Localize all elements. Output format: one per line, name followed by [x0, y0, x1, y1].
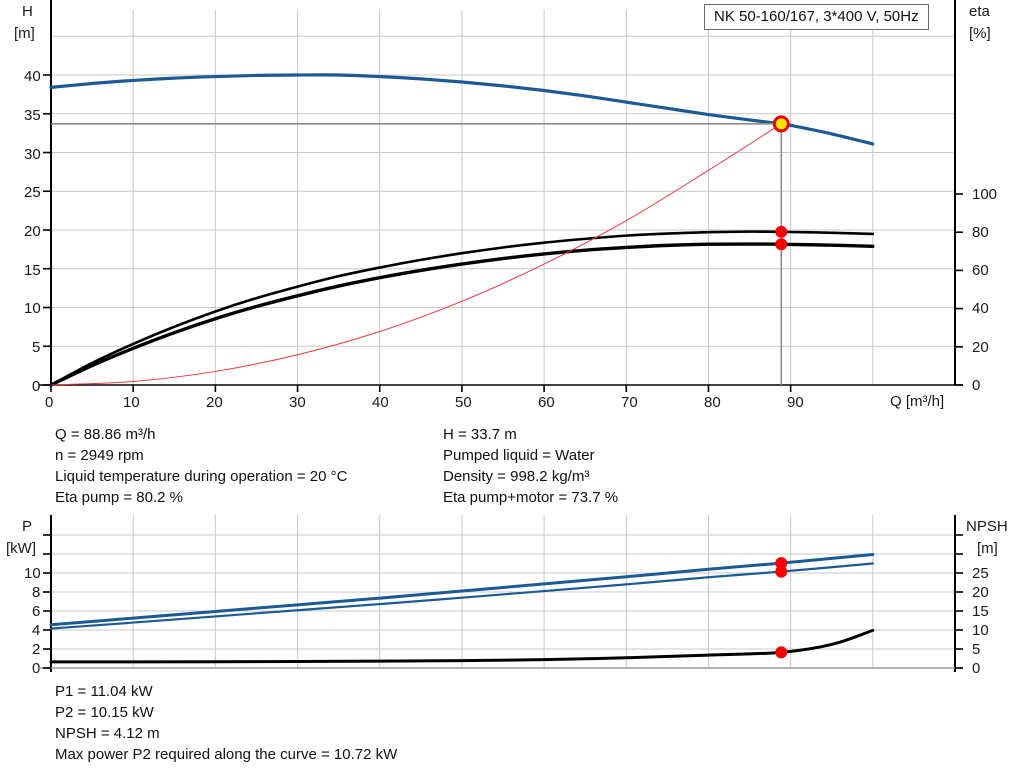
eta-tick-20: 20 [972, 339, 989, 356]
npsh-tick-15: 15 [972, 603, 989, 620]
flow-axis-title: Q [m³/h] [890, 393, 945, 410]
head-tick-0: 0 [32, 378, 41, 395]
head-eta-plot [39, 0, 963, 392]
curve-efficiency-pump-motor [49, 242, 875, 387]
duty-info-left-row: n = 2949 rpm [55, 447, 144, 464]
curve-p2 [49, 562, 874, 630]
npsh-tick-0: 0 [972, 660, 981, 677]
p2-duty-point-marker[interactable] [775, 565, 788, 578]
duty-info-right-row: Density = 998.2 kg/m³ [443, 468, 590, 485]
eta-tick-60: 60 [972, 262, 989, 279]
eta-pump-point-marker[interactable] [775, 225, 788, 238]
flow-tick-10: 10 [123, 394, 140, 411]
head-axis-title-line2: [m] [14, 25, 35, 42]
curve-efficiency-pump-eta- [49, 230, 875, 387]
flow-tick-30: 30 [289, 394, 306, 411]
power-npsh-plot [39, 515, 963, 672]
head-eta-chart: H [m] eta [%] Q [m³/h] 40 35 30 25 20 15… [14, 0, 998, 411]
flow-tick-50: 50 [455, 394, 472, 411]
npsh-tick-20: 20 [972, 584, 989, 601]
duty-info-right: H = 33.7 m Pumped liquid = Water Density… [443, 424, 618, 508]
flow-tick-60: 60 [538, 394, 555, 411]
eta-axis-title-line2: [%] [969, 25, 991, 42]
npsh-duty-point-marker[interactable] [775, 646, 788, 659]
head-tick-10: 10 [24, 300, 41, 317]
flow-tick-70: 70 [621, 394, 638, 411]
head-tick-15: 15 [24, 262, 41, 279]
power-npsh-chart: P [kW] NPSH [m] 10 8 6 4 2 0 25 20 15 10… [0, 515, 1024, 680]
head-tick-5: 5 [32, 339, 41, 356]
power-info: P1 = 11.04 kW P2 = 10.15 kW NPSH = 4.12 … [55, 681, 397, 765]
flow-tick-80: 80 [704, 394, 721, 411]
duty-info-right-row: Eta pump+motor = 73.7 % [443, 489, 619, 506]
head-axis-title-line1: H [22, 3, 33, 20]
flow-tick-90: 90 [787, 394, 804, 411]
duty-info-left-row: Eta pump = 80.2 % [55, 489, 183, 506]
curve-p1 [49, 552, 875, 627]
eta-tick-0: 0 [972, 377, 981, 394]
power-info-row: P2 = 10.15 kW [55, 704, 154, 721]
head-tick-25: 25 [24, 184, 41, 201]
power-tick-2: 2 [32, 641, 41, 658]
npsh-axis-title-line1: NPSH [966, 518, 1008, 535]
power-tick-4: 4 [32, 622, 41, 639]
p1-duty-point-marker[interactable] [775, 557, 788, 570]
head-tick-40: 40 [24, 68, 41, 85]
duty-info-left-row: Liquid temperature during operation = 20… [55, 468, 348, 485]
duty-point-marker[interactable] [772, 115, 790, 133]
power-tick-8: 8 [32, 584, 41, 601]
curve-head-167-mm-impeller- [49, 73, 875, 146]
npsh-axis-title-line2: [m] [977, 540, 998, 557]
flow-tick-20: 20 [206, 394, 223, 411]
pump-model-title: NK 50-160/167, 3*400 V, 50Hz [704, 4, 929, 30]
power-axis-title-line2: [kW] [6, 540, 36, 557]
power-axis-title-line1: P [22, 518, 33, 535]
curve-system-curve [50, 123, 782, 386]
eta-pump-motor-point-marker[interactable] [775, 238, 788, 251]
power-tick-6: 6 [32, 603, 41, 620]
eta-tick-40: 40 [972, 300, 989, 317]
duty-info-left-row: Q = 88.86 m³/h [55, 426, 156, 443]
head-tick-35: 35 [24, 107, 41, 124]
flow-tick-0: 0 [45, 394, 54, 411]
power-info-row: NPSH = 4.12 m [55, 725, 160, 742]
duty-info-right-row: Pumped liquid = Water [443, 447, 595, 464]
plot-background [51, 523, 955, 668]
eta-tick-80: 80 [972, 224, 989, 241]
duty-info-left: Q = 88.86 m³/h n = 2949 rpm Liquid tempe… [55, 424, 347, 508]
duty-info-right-row: H = 33.7 m [443, 426, 517, 443]
head-tick-30: 30 [24, 146, 41, 163]
npsh-tick-25: 25 [972, 565, 989, 582]
npsh-tick-10: 10 [972, 622, 989, 639]
power-info-row: P1 = 11.04 kW [55, 683, 153, 700]
npsh-tick-5: 5 [972, 641, 981, 658]
power-info-row: Max power P2 required along the curve = … [55, 746, 398, 763]
eta-tick-100: 100 [972, 186, 998, 203]
flow-tick-40: 40 [372, 394, 389, 411]
power-tick-0: 0 [32, 660, 41, 677]
power-tick-10: 10 [24, 565, 41, 582]
head-tick-20: 20 [24, 223, 41, 240]
eta-axis-title-line1: eta [969, 3, 990, 20]
